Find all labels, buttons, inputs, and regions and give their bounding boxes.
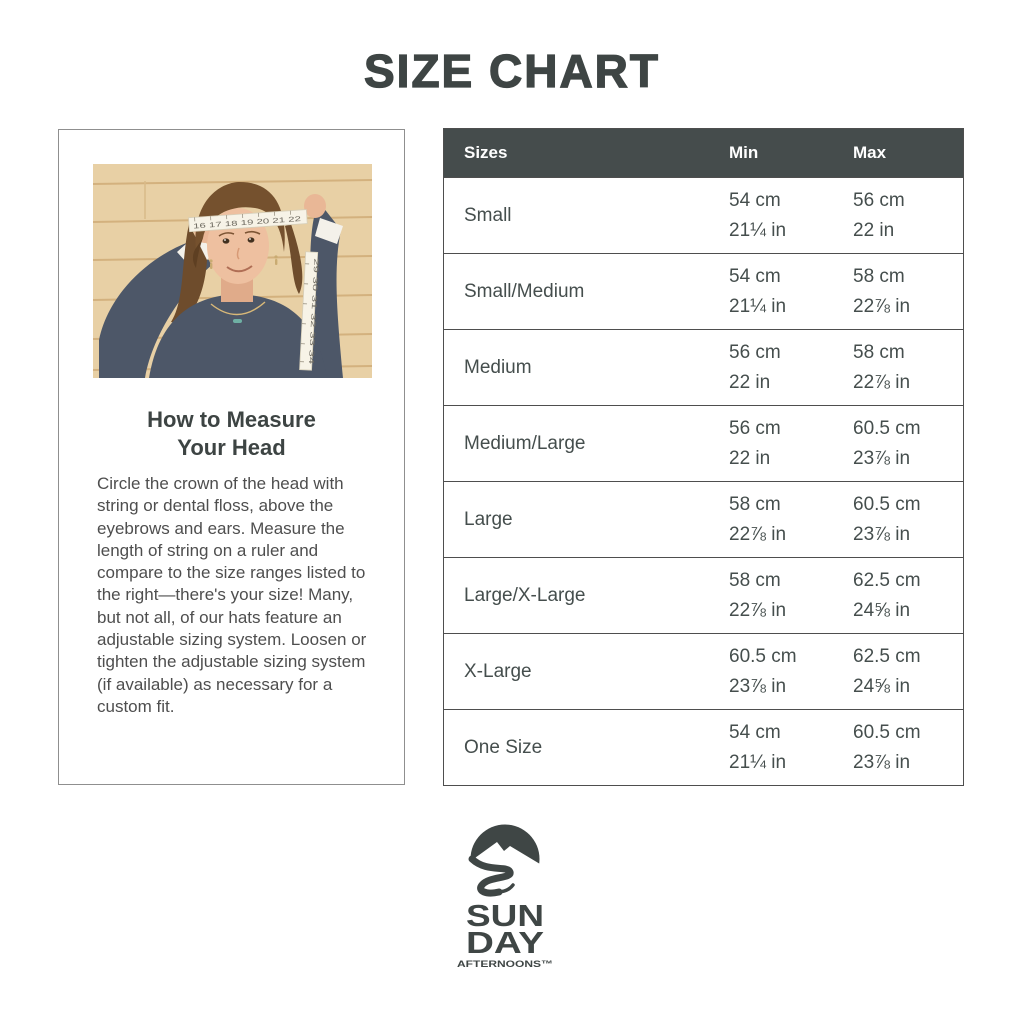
page-title: SIZE CHART xyxy=(363,44,660,97)
min-cm: 58 cm xyxy=(729,493,781,515)
max-cell: 60.5 cm 23⅞ in xyxy=(853,718,921,778)
measure-panel: 16 17 18 19 20 21 22 29 30 31 32 33 34 xyxy=(58,129,405,785)
min-cm: 54 cm xyxy=(729,265,781,287)
max-cell: 58 cm 22⅞ in xyxy=(853,338,910,398)
table-row: Small/Medium 54 cm 21¼ in 58 cm 22⅞ in xyxy=(444,253,963,329)
measure-instructions: Circle the crown of the head with string… xyxy=(97,474,367,716)
max-cell: 60.5 cm 23⅞ in xyxy=(853,490,921,550)
min-in: 21¼ in xyxy=(729,219,787,241)
min-in: 22⅞ in xyxy=(729,523,787,545)
table-row: Medium 56 cm 22 in 58 cm 22⅞ in xyxy=(444,329,963,405)
min-cm: 54 cm xyxy=(729,189,781,211)
woman-measuring-head-illustration: 16 17 18 19 20 21 22 29 30 31 32 33 34 xyxy=(93,164,372,378)
max-in: 22⅞ in xyxy=(853,295,911,317)
min-cell: 56 cm 22 in xyxy=(729,414,781,474)
max-in: 22⅞ in xyxy=(853,371,911,393)
min-cell: 58 cm 22⅞ in xyxy=(729,490,786,550)
max-cm: 62.5 cm xyxy=(853,569,921,591)
min-in: 22 in xyxy=(729,447,771,469)
size-table: Sizes Min Max Small 54 cm 21¼ in 56 cm 2… xyxy=(443,128,964,786)
face-features xyxy=(218,230,261,273)
max-in: 24⅝ in xyxy=(853,675,911,697)
min-cell: 54 cm 21¼ in xyxy=(729,718,786,778)
measure-heading: How to Measure Your Head xyxy=(59,406,404,462)
max-cell: 56 cm 22 in xyxy=(853,186,905,246)
table-row: One Size 54 cm 21¼ in 60.5 cm 23⅞ in xyxy=(444,709,963,785)
min-in: 23⅞ in xyxy=(729,675,787,697)
max-cm: 58 cm xyxy=(853,265,905,287)
max-in: 22 in xyxy=(853,219,895,241)
min-cm: 60.5 cm xyxy=(729,645,797,667)
max-in: 23⅞ in xyxy=(853,751,911,773)
header-sizes: Sizes xyxy=(464,143,508,162)
max-cm: 60.5 cm xyxy=(853,493,921,515)
min-in: 21¼ in xyxy=(729,295,787,317)
min-cm: 58 cm xyxy=(729,569,781,591)
size-label: One Size xyxy=(464,736,543,758)
min-in: 22⅞ in xyxy=(729,599,787,621)
max-cm: 56 cm xyxy=(853,189,905,211)
min-in: 21¼ in xyxy=(729,751,787,773)
max-cm: 58 cm xyxy=(853,341,905,363)
size-label: Large/X-Large xyxy=(464,584,586,606)
min-cm: 54 cm xyxy=(729,721,781,743)
sunday-afternoons-logo: SUN DAY AFTERNOONS™ xyxy=(441,821,571,971)
min-cell: 54 cm 21¼ in xyxy=(729,186,786,246)
necklace xyxy=(210,301,266,323)
max-cell: 62.5 cm 24⅝ in xyxy=(853,642,921,702)
min-in: 22 in xyxy=(729,371,771,393)
max-in: 23⅞ in xyxy=(853,523,911,545)
min-cell: 60.5 cm 23⅞ in xyxy=(729,642,797,702)
size-label: Small/Medium xyxy=(464,280,585,302)
size-label: Medium xyxy=(464,356,532,378)
earrings xyxy=(209,255,278,269)
measure-heading-line1: How to Measure xyxy=(147,407,316,432)
table-row: Medium/Large 56 cm 22 in 60.5 cm 23⅞ in xyxy=(444,405,963,481)
max-in: 23⅞ in xyxy=(853,447,911,469)
logo-word-day: DAY xyxy=(466,925,544,960)
min-cell: 54 cm 21¼ in xyxy=(729,262,786,322)
size-label: X-Large xyxy=(464,660,532,682)
size-label: Small xyxy=(464,204,512,226)
max-cm: 60.5 cm xyxy=(853,417,921,439)
max-cell: 58 cm 22⅞ in xyxy=(853,262,910,322)
table-row: X-Large 60.5 cm 23⅞ in 62.5 cm 24⅝ in xyxy=(444,633,963,709)
table-row: Large 58 cm 22⅞ in 60.5 cm 23⅞ in xyxy=(444,481,963,557)
size-table-header: Sizes Min Max xyxy=(444,129,963,177)
max-cell: 62.5 cm 24⅝ in xyxy=(853,566,921,626)
min-cm: 56 cm xyxy=(729,417,781,439)
header-max: Max xyxy=(853,143,887,162)
max-cm: 60.5 cm xyxy=(853,721,921,743)
max-cell: 60.5 cm 23⅞ in xyxy=(853,414,921,474)
measure-heading-line2: Your Head xyxy=(177,435,286,460)
logo-sub-afternoons: AFTERNOONS™ xyxy=(457,959,553,970)
min-cell: 58 cm 22⅞ in xyxy=(729,566,786,626)
sun-mountain-icon: SUN DAY AFTERNOONS™ xyxy=(457,824,553,970)
min-cm: 56 cm xyxy=(729,341,781,363)
table-row: Small 54 cm 21¼ in 56 cm 22 in xyxy=(444,177,963,253)
measure-photo: 16 17 18 19 20 21 22 29 30 31 32 33 34 xyxy=(93,164,372,378)
max-in: 24⅝ in xyxy=(853,599,911,621)
size-label: Medium/Large xyxy=(464,432,586,454)
table-row: Large/X-Large 58 cm 22⅞ in 62.5 cm 24⅝ i… xyxy=(444,557,963,633)
header-min: Min xyxy=(729,143,759,162)
logo-word-sun: SUN xyxy=(466,898,544,933)
min-cell: 56 cm 22 in xyxy=(729,338,781,398)
size-label: Large xyxy=(464,508,513,530)
max-cm: 62.5 cm xyxy=(853,645,921,667)
